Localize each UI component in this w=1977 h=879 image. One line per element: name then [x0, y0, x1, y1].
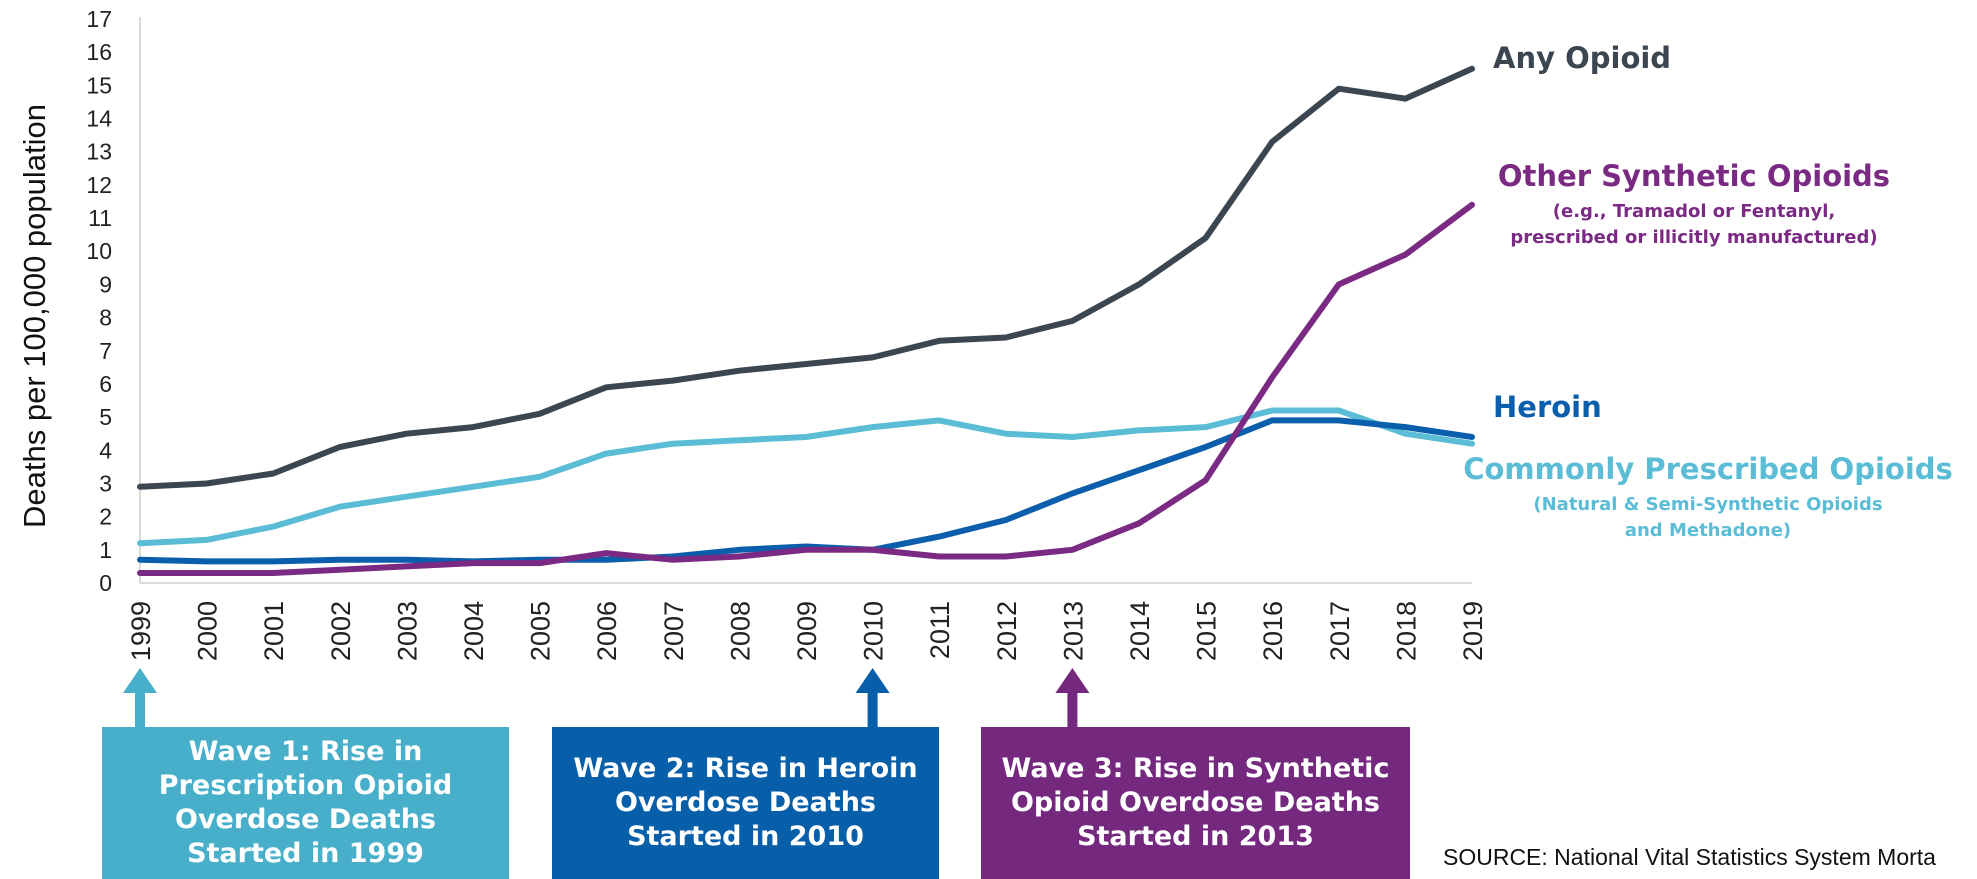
wave-text-line: Wave 2: Rise in Heroin	[573, 753, 918, 784]
wave-arrows	[123, 668, 1090, 729]
series-label: Any Opioid	[1493, 41, 1671, 75]
y-axis-label: Deaths per 100,000 population	[17, 104, 52, 528]
y-tick-label: 7	[99, 338, 112, 364]
y-tick-label: 9	[99, 271, 112, 297]
wave-text-line: Prescription Opioid	[158, 770, 453, 801]
x-tick-label: 2003	[392, 601, 422, 661]
x-tick-label: 2010	[859, 601, 889, 661]
x-tick-label: 2009	[792, 601, 822, 661]
wave-2-box: Wave 2: Rise in Heroin Overdose Deaths Sta…	[552, 727, 939, 879]
series-sublabel: and Methadone)	[1625, 520, 1791, 541]
wave-2-text: Wave 2: Rise in Heroin Overdose Deaths Sta…	[573, 752, 917, 854]
wave-arrow-head	[855, 668, 890, 693]
wave-3-box: Wave 3: Rise in Synthetic Opioid Overdose…	[981, 727, 1410, 879]
y-tick-label: 3	[99, 470, 112, 496]
x-tick-label: 2000	[193, 601, 223, 661]
wave-arrow-head	[1055, 668, 1090, 693]
wave-3-text: Wave 3: Rise in Synthetic Opioid Overdose…	[1002, 752, 1390, 854]
series-sublabel: (Natural & Semi-Synthetic Opioids	[1533, 494, 1882, 515]
y-tick-label: 15	[86, 72, 112, 98]
series-line-any-opioid	[137, 65, 1475, 490]
series-lines	[137, 65, 1475, 576]
series-label: Other Synthetic Opioids	[1498, 159, 1890, 193]
wave-arrow-head	[123, 668, 157, 693]
x-tick-label: 2013	[1058, 601, 1088, 661]
x-tick-label: 2015	[1192, 601, 1222, 661]
y-tick-label: 2	[99, 504, 112, 530]
wave-text-line: Overdose Deaths	[615, 787, 876, 818]
x-tick-label: 2014	[1125, 601, 1155, 661]
x-tick-label: 2008	[725, 601, 755, 661]
wave-text-line: Overdose Deaths	[175, 804, 436, 835]
y-tick-label: 8	[99, 305, 112, 331]
wave-text-line: Started in 2013	[1077, 821, 1314, 852]
y-tick-label: 11	[88, 205, 112, 231]
series-sublabel: prescribed or illicitly manufactured)	[1510, 227, 1877, 248]
x-tick-label: 2011	[925, 601, 955, 659]
series-label: Heroin	[1493, 390, 1602, 424]
x-tick-label: 2016	[1258, 601, 1288, 661]
wave-text-line: Started in 1999	[187, 838, 424, 869]
y-tick-label: 14	[86, 106, 112, 132]
x-tick-label: 2019	[1458, 601, 1488, 661]
y-tick-label: 4	[99, 437, 112, 463]
y-tick-label: 16	[86, 39, 112, 65]
y-tick-label: 0	[99, 570, 112, 596]
wave-1-text: Wave 1: Rise in Prescription Opioid Overdo…	[159, 735, 452, 871]
wave-text-line: Wave 1: Rise in	[188, 736, 423, 767]
series-line-heroin	[137, 417, 1475, 565]
source-note: SOURCE: National Vital Statistics System…	[1443, 844, 1936, 870]
x-tick-label: 2018	[1391, 601, 1421, 661]
wave-text-line: Wave 3: Rise in Synthetic	[1001, 753, 1390, 784]
x-tick-label: 2017	[1325, 601, 1355, 661]
x-tick-label: 2007	[659, 601, 689, 661]
wave-text-line: Started in 2010	[627, 821, 864, 852]
y-tick-label: 6	[99, 371, 112, 397]
y-tick-label: 10	[86, 238, 112, 264]
x-tick-label: 2006	[592, 601, 622, 661]
x-tick-label: 2002	[326, 601, 356, 661]
wave-1-box: Wave 1: Rise in Prescription Opioid Overdo…	[102, 727, 509, 879]
x-tick-label: 1999	[126, 601, 156, 661]
x-tick-label: 2001	[259, 601, 289, 661]
wave-text-line: Opioid Overdose Deaths	[1010, 787, 1381, 818]
y-tick-label: 5	[99, 404, 112, 430]
y-tick-label: 17	[86, 6, 112, 32]
series-line-other-synthetic-opioids	[137, 201, 1475, 576]
x-tick-label: 2004	[459, 601, 489, 661]
series-label: Commonly Prescribed Opioids	[1463, 452, 1953, 486]
x-tick-label: 2012	[992, 601, 1022, 661]
x-tick-label: 2005	[526, 601, 556, 661]
series-labels: Any Opioid Other Synthetic Opioids (e.g., …	[1463, 41, 1953, 541]
series-line-commonly-prescribed-opioids	[137, 407, 1475, 547]
y-tick-label: 12	[86, 172, 112, 198]
y-tick-label: 13	[86, 139, 112, 165]
y-tick-label: 1	[99, 537, 112, 563]
series-sublabel: (e.g., Tramadol or Fentanyl,	[1553, 201, 1835, 222]
